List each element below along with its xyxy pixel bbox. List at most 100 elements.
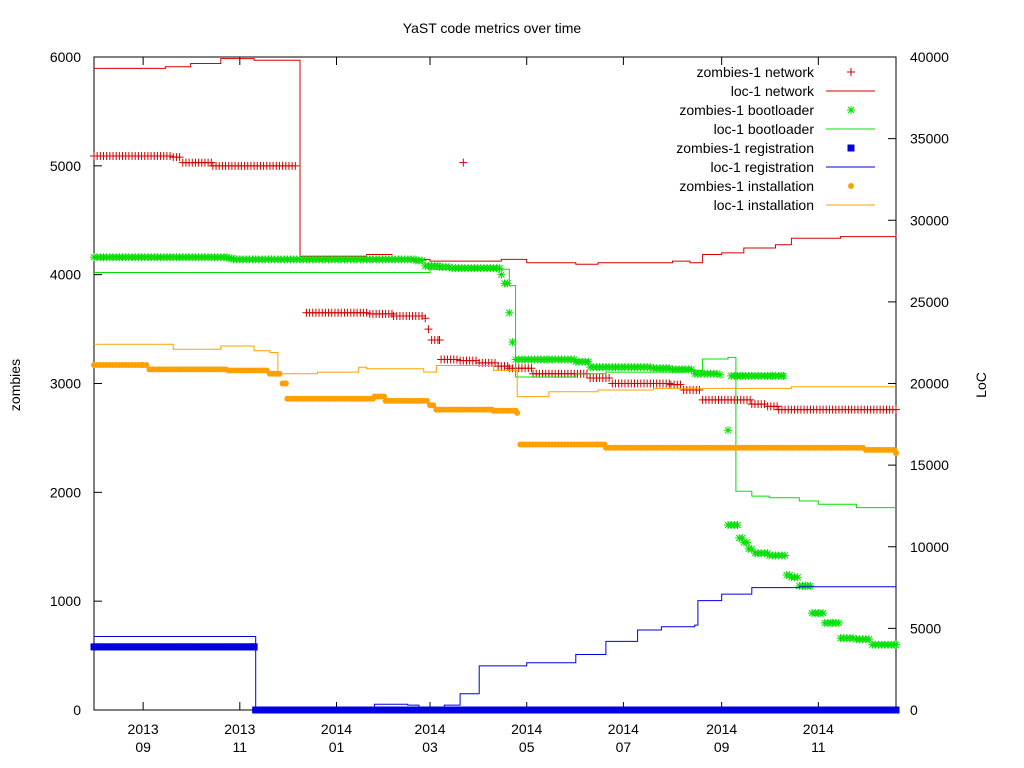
data-point xyxy=(421,314,430,323)
data-point xyxy=(459,158,468,167)
series-7 xyxy=(94,268,896,509)
data-point xyxy=(445,263,454,272)
series-1 xyxy=(459,158,468,167)
data-point xyxy=(584,357,593,366)
y-tick-label: 3000 xyxy=(50,376,81,392)
legend-label: zombies-1 installation xyxy=(679,178,814,194)
data-point xyxy=(435,335,444,344)
data-point xyxy=(503,279,512,288)
legend-label: zombies-1 bootloader xyxy=(679,102,814,118)
x-tick-month: 09 xyxy=(714,739,730,755)
data-point xyxy=(712,369,721,378)
x-tick-month: 11 xyxy=(233,739,248,755)
y2-tick-label: 10000 xyxy=(910,539,949,555)
x-tick-year: 2014 xyxy=(414,721,445,737)
x-tick-year: 2014 xyxy=(706,721,737,737)
x-tick-month: 11 xyxy=(811,739,826,755)
data-point xyxy=(695,386,704,395)
data-point xyxy=(250,643,258,651)
y-tick-label: 6000 xyxy=(50,49,81,65)
y-tick-label: 0 xyxy=(73,702,81,718)
data-point xyxy=(166,152,175,161)
data-point xyxy=(491,358,499,367)
data-point xyxy=(452,355,461,364)
x-tick-month: 01 xyxy=(329,739,345,755)
data-point xyxy=(430,402,437,409)
data-point xyxy=(716,370,725,379)
series-8 xyxy=(90,643,900,714)
legend-label: loc-1 installation xyxy=(714,197,814,213)
y2-tick-label: 30000 xyxy=(910,212,949,228)
data-point xyxy=(743,538,752,547)
series-11 xyxy=(94,343,896,398)
x-tick-month: 09 xyxy=(135,739,151,755)
data-point xyxy=(723,426,732,435)
data-point xyxy=(892,405,900,414)
data-point xyxy=(819,609,828,618)
data-point xyxy=(418,256,427,265)
legend: zombies-1 network loc-1 network zombies-1 … xyxy=(676,64,875,213)
data-point xyxy=(687,365,696,374)
data-point xyxy=(747,544,756,553)
data-point xyxy=(282,380,289,387)
data-point xyxy=(362,308,371,317)
legend-swatch xyxy=(847,144,855,152)
data-point xyxy=(207,158,216,167)
data-point xyxy=(746,395,755,404)
x-tick-year: 2014 xyxy=(608,721,639,737)
data-point xyxy=(781,551,790,560)
data-point xyxy=(175,153,184,162)
legend-label: loc-1 bootloader xyxy=(714,121,815,137)
y-tick-label: 4000 xyxy=(50,267,81,283)
y2-tick-label: 20000 xyxy=(910,376,949,392)
data-point xyxy=(646,363,655,372)
data-point xyxy=(495,264,504,273)
y-tick-label: 2000 xyxy=(50,484,81,500)
ticks-layer: 0 1000 2000 3000 4000 5000 6000 0 5000 10000 15000… xyxy=(50,49,949,755)
x-tick-year: 2013 xyxy=(128,721,159,737)
data-point xyxy=(893,450,899,457)
data-point xyxy=(665,379,674,388)
data-point xyxy=(605,374,614,383)
data-point xyxy=(733,520,742,529)
legend-swatch xyxy=(847,68,855,76)
legend-label: loc-1 registration xyxy=(711,159,815,175)
series-2 xyxy=(302,308,900,414)
series-5 xyxy=(723,371,788,435)
legend-swatch xyxy=(848,183,854,189)
data-point xyxy=(676,380,685,389)
legend-label: zombies-1 network xyxy=(697,64,815,80)
y2-tick-label: 0 xyxy=(910,702,918,718)
data-point xyxy=(508,338,517,347)
data-point xyxy=(143,361,150,368)
data-point xyxy=(865,635,874,644)
data-point xyxy=(527,364,536,373)
data-point xyxy=(497,270,506,279)
series-3 xyxy=(94,58,897,265)
series-line xyxy=(94,586,897,711)
y2-tick-label: 5000 xyxy=(910,620,941,636)
y-tick-label: 5000 xyxy=(50,158,81,174)
data-point xyxy=(665,364,674,373)
series-4 xyxy=(90,253,725,379)
data-point xyxy=(892,706,900,714)
data-point xyxy=(849,634,858,643)
legend-swatch xyxy=(847,106,855,114)
series-line xyxy=(94,268,896,509)
legend-label: zombies-1 registration xyxy=(676,140,814,156)
series-line xyxy=(94,58,897,265)
y-axis-label: zombies xyxy=(7,359,23,411)
series-line xyxy=(94,343,896,398)
data-point xyxy=(424,325,433,334)
x-tick-year: 2014 xyxy=(511,721,542,737)
x-tick-month: 03 xyxy=(422,739,438,755)
x-tick-year: 2014 xyxy=(803,721,834,737)
y2-tick-label: 35000 xyxy=(910,131,949,147)
data-point xyxy=(291,161,300,170)
data-point xyxy=(738,534,747,543)
data-point xyxy=(793,573,802,582)
data-point xyxy=(773,402,782,411)
series-layer xyxy=(90,58,900,714)
legend-label: loc-1 network xyxy=(731,83,815,99)
